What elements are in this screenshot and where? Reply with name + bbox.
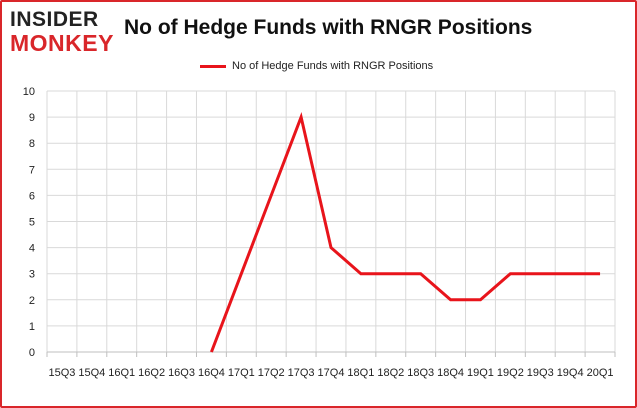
x-tick-label: 16Q3	[168, 367, 195, 379]
x-tick-label: 18Q4	[437, 367, 464, 379]
x-tick-label: 19Q3	[527, 367, 554, 379]
y-tick-label: 4	[29, 243, 35, 255]
x-tick-label: 15Q4	[78, 367, 105, 379]
y-tick-label: 9	[29, 112, 35, 124]
chart-title: No of Hedge Funds with RNGR Positions	[124, 16, 533, 39]
x-tick-label: 16Q2	[138, 367, 165, 379]
x-tick-label: 16Q1	[108, 367, 135, 379]
x-tick-label: 20Q1	[587, 367, 614, 379]
legend-swatch	[200, 64, 226, 68]
logo-line-1: INSIDER	[10, 8, 99, 31]
x-tick-label: 15Q3	[48, 367, 75, 379]
x-tick-label: 17Q1	[228, 367, 255, 379]
x-tick-label: 16Q4	[198, 367, 225, 379]
x-tick-label: 17Q4	[318, 367, 345, 379]
y-tick-label: 5	[29, 217, 35, 229]
x-tick-label: 18Q2	[377, 367, 404, 379]
legend-label: No of Hedge Funds with RNGR Positions	[232, 60, 434, 72]
x-tick-label: 18Q3	[407, 367, 434, 379]
y-tick-label: 8	[29, 138, 35, 150]
logo-line-2: MONKEY	[10, 30, 114, 56]
x-tick-label: 17Q2	[258, 367, 285, 379]
series-layer	[210, 111, 601, 353]
chart-legend: No of Hedge Funds with RNGR Positions	[200, 58, 433, 74]
x-tick-label: 19Q1	[467, 367, 494, 379]
y-tick-label: 1	[29, 321, 35, 333]
y-tick-label: 7	[29, 164, 35, 176]
x-tick-label: 19Q2	[497, 367, 524, 379]
y-tick-label: 3	[29, 269, 35, 281]
y-tick-label: 2	[29, 295, 35, 307]
insider-monkey-logo: INSIDER MONKEY	[10, 8, 114, 56]
y-tick-label: 6	[29, 190, 35, 202]
y-tick-label: 10	[23, 86, 35, 98]
axis-layer: 0 1 2 3 4 5 6 7 8 9 10 15Q3 15Q4 16Q1 16Q2 16Q3 16Q4 17Q1…	[23, 86, 616, 379]
grid-layer	[46, 90, 616, 352]
x-tick-label: 18Q1	[347, 367, 374, 379]
y-tick-label: 0	[29, 347, 35, 359]
x-tick-label: 19Q4	[557, 367, 584, 379]
series-line	[210, 111, 601, 353]
x-tick-label: 17Q3	[288, 367, 315, 379]
